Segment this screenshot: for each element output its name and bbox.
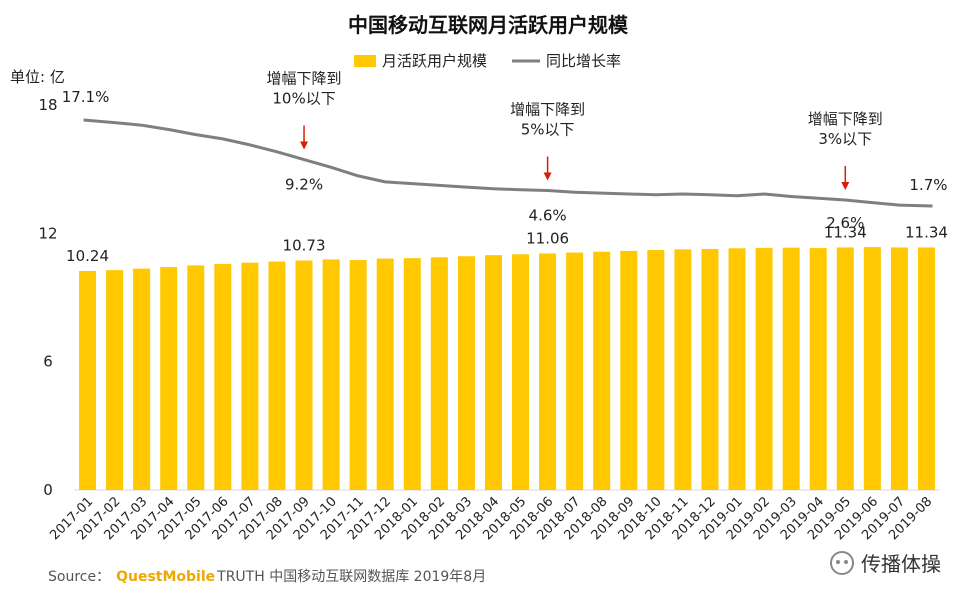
annotation-text: 增幅下降到 (267, 70, 342, 88)
legend-bar-label: 月活跃用户规模 (382, 52, 487, 70)
growth-value-label: 1.7% (909, 176, 947, 194)
annotation-arrowhead (300, 141, 309, 150)
growth-value-label: 17.1% (62, 88, 110, 106)
x-axis-ticks: 2017-012017-022017-032017-042017-052017-… (47, 494, 935, 543)
bar (863, 247, 881, 490)
source-label: Source： (48, 569, 111, 585)
source-note: Source： QuestMobile TRUTH 中国移动互联网数据库 2019年… (48, 566, 486, 586)
bar (836, 247, 854, 490)
y-tick-label: 6 (43, 353, 53, 371)
bar (917, 247, 935, 490)
annotation-text: 增幅下降到 (510, 101, 585, 119)
bar (322, 259, 340, 490)
wechat-icon (830, 550, 854, 575)
growth-value-label: 2.6% (826, 214, 864, 232)
bar (674, 249, 692, 490)
bar (647, 250, 665, 490)
growth-line (83, 118, 933, 208)
annotation-text: 10%以下 (272, 90, 335, 108)
bar (133, 268, 151, 490)
annotation-arrowhead (841, 181, 850, 190)
bar-value-label: 11.06 (526, 229, 569, 247)
bar (620, 250, 638, 490)
bar (457, 256, 475, 490)
bar (79, 270, 97, 490)
watermark: 传播体操 (829, 548, 941, 577)
legend-line-label: 同比增长率 (546, 52, 621, 70)
annotation-text: 5%以下 (521, 121, 575, 139)
data-labels: 10.24 10.73 11.06 11.34 11.34 17.1% 9.2% 4.6% 2.… (62, 88, 948, 265)
bar (593, 251, 611, 490)
watermark-text: 传播体操 (861, 552, 941, 576)
y-axis: 0 6 12 18 (38, 96, 57, 499)
source-text: TRUTH 中国移动互联网数据库 2019年8月 (217, 569, 487, 585)
unit-label: 单位: 亿 (10, 68, 65, 86)
bar (430, 257, 448, 490)
growth-line-path (83, 118, 933, 208)
bar (809, 248, 827, 490)
growth-value-label: 9.2% (285, 176, 323, 194)
bar (295, 260, 313, 490)
legend: 月活跃用户规模 同比增长率 (354, 52, 621, 70)
bars (79, 247, 935, 490)
bar (160, 267, 178, 490)
bar (755, 247, 773, 490)
bar (782, 247, 800, 490)
bar (241, 262, 259, 490)
chart-title: 中国移动互联网月活跃用户规模 (348, 13, 629, 37)
legend-bar-swatch (354, 55, 376, 67)
bar-value-label: 11.34 (905, 223, 948, 241)
bar (376, 258, 394, 490)
source-brand: QuestMobile (116, 569, 216, 585)
annotation-text: 增幅下降到 (808, 110, 883, 128)
annotation-text: 3%以下 (818, 130, 872, 148)
bar (701, 248, 719, 490)
growth-value-label: 4.6% (529, 207, 567, 225)
bar (512, 254, 530, 490)
y-tick-label: 12 (38, 224, 57, 242)
y-tick-label: 0 (43, 481, 53, 499)
bar-value-label: 10.73 (283, 236, 326, 254)
bar (106, 270, 124, 490)
bar (566, 252, 584, 490)
bar (484, 255, 502, 490)
bar (890, 247, 908, 490)
bar-value-label: 10.24 (66, 247, 109, 265)
bar (187, 265, 205, 490)
bar (403, 258, 421, 490)
bar-value-label: 11.34 (824, 223, 867, 241)
bar (728, 248, 746, 490)
bar (214, 263, 232, 490)
bar (349, 260, 367, 490)
bar (539, 253, 557, 490)
y-tick-label: 18 (38, 96, 57, 114)
annotation-arrowhead (543, 172, 552, 181)
bar (268, 261, 286, 490)
